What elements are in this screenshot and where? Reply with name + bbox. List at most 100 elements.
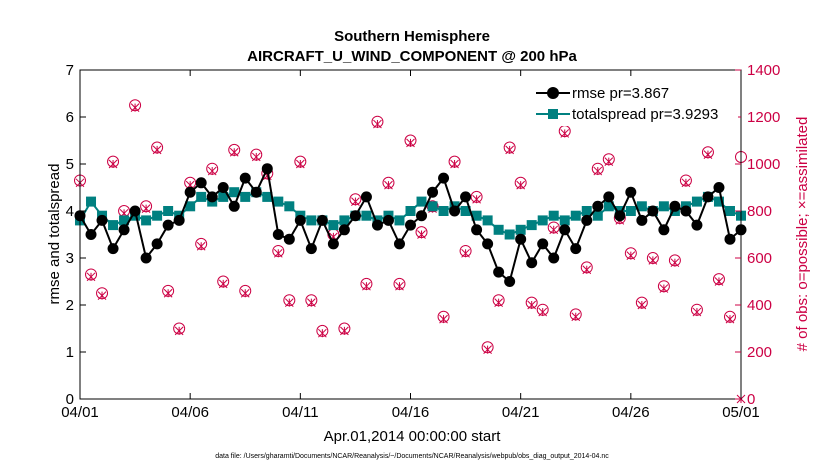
y-right-tick-label: 600 [747,250,772,267]
totalspread-point [361,210,372,221]
totalspread-point [515,224,526,235]
assimilated-obs-point [582,265,592,275]
x-tick-label: 04/11 [282,404,318,421]
rmse-point [162,219,174,231]
rmse-point [107,243,119,255]
rmse-point [581,214,593,226]
assimilated-obs-point [229,147,239,157]
assimilated-obs-point [472,194,481,204]
totalspread-point [119,215,130,226]
assimilated-obs-point [450,159,459,169]
chart-subtitle: AIRCRAFT_U_WIND_COMPONENT @ 200 hPa [247,48,577,65]
assimilated-obs-point [637,300,647,310]
y-left-tick-label: 0 [66,391,74,408]
rmse-point [724,233,736,245]
legend-totalspread-marker [548,109,558,119]
rmse-point [647,205,659,217]
rmse-point [416,210,428,222]
rmse-point [592,200,604,212]
assimilated-obs-point [417,230,426,239]
rmse-point [129,205,141,217]
assimilated-obs-point [163,288,173,298]
totalspread-point [108,220,119,231]
rmse-point [504,276,516,287]
assimilated-obs-point [306,298,316,308]
rmse-point [570,243,582,255]
assimilated-obs-point [439,314,448,324]
y-left-tick-label: 4 [66,203,74,220]
assimilated-obs-point [218,279,228,289]
totalspread-point [416,196,427,207]
assimilated-obs-point [174,326,184,336]
assimilated-obs-point [318,328,327,338]
assimilated-obs-point [406,138,415,148]
rmse-point [405,219,416,231]
assimilated-obs-point [648,255,658,265]
assimilated-obs-point [483,345,492,355]
totalspread-point [273,196,284,207]
y-left-tick-label: 5 [66,156,74,173]
assimilated-obs-point [152,145,162,155]
assimilated-obs-point [593,166,603,176]
rmse-point [151,238,163,250]
totalspread-point [339,215,350,226]
assimilated-obs-point [86,272,96,282]
data-file-footer: data file: /Users/gharamti/Documents/NCA… [215,453,609,460]
totalspread-point [163,206,174,216]
assimilated-obs-point [714,277,724,286]
rmse-point [250,186,262,198]
rmse-point [371,219,383,231]
totalspread-point [306,215,317,226]
rmse-point [460,191,472,203]
rmse-point [349,210,361,222]
x-tick-label: 04/06 [171,404,209,421]
assimilated-obs-point [362,281,371,291]
legend-rmse-label: rmse pr=3.867 [572,85,669,102]
y-right-tick-label: 400 [747,297,772,314]
y-right-tick-label: 800 [747,203,772,220]
assimilated-obs-point [659,284,669,293]
totalspread-point [559,215,570,226]
y-axis-right-label: # of obs: o=possible; ×=assimilated [794,117,811,352]
assimilated-obs-point [97,291,107,300]
assimilated-obs-point [681,178,691,188]
totalspread-point [537,215,548,226]
x-tick-label: 04/26 [612,404,650,421]
rmse-point [184,186,196,198]
x-tick-label: 05/01 [722,404,760,421]
assimilated-obs-point [692,307,702,317]
legend: rmse pr=3.867 totalspread pr=3.9293 [528,80,738,126]
legend-rmse-marker [547,87,559,99]
assimilated-obs-point [130,103,140,112]
assimilated-obs-point [494,298,503,308]
rmse-point [261,163,273,175]
totalspread-point [196,191,207,202]
rmse-point [493,266,505,278]
totalspread-point [691,196,702,207]
rmse-point [173,214,185,226]
legend-totalspread-label: totalspread pr=3.9293 [572,106,718,123]
totalspread-point [229,187,240,198]
totalspread-point [460,206,471,216]
totalspread-point [625,206,636,216]
x-tick-label: 04/21 [502,404,540,421]
rmse-point [228,200,240,212]
totalspread-point [526,220,537,231]
legend-box [528,80,738,126]
rmse-point [691,219,703,231]
rmse-point [316,214,328,226]
totalspread-point [603,201,614,212]
rmse-point [515,233,527,245]
rmse-point [272,229,284,240]
chart-title: Southern Hemisphere [334,28,490,45]
assimilated-obs-point [626,251,636,261]
rmse-point [526,257,538,269]
assimilated-obs-point [527,300,537,310]
y-left-tick-label: 1 [66,344,74,361]
rmse-point [713,182,725,193]
assimilated-obs-point [395,281,404,291]
rmse-point [449,205,461,217]
rmse-point [482,238,494,250]
plot-area [74,99,747,404]
totalspread-point [141,215,152,226]
